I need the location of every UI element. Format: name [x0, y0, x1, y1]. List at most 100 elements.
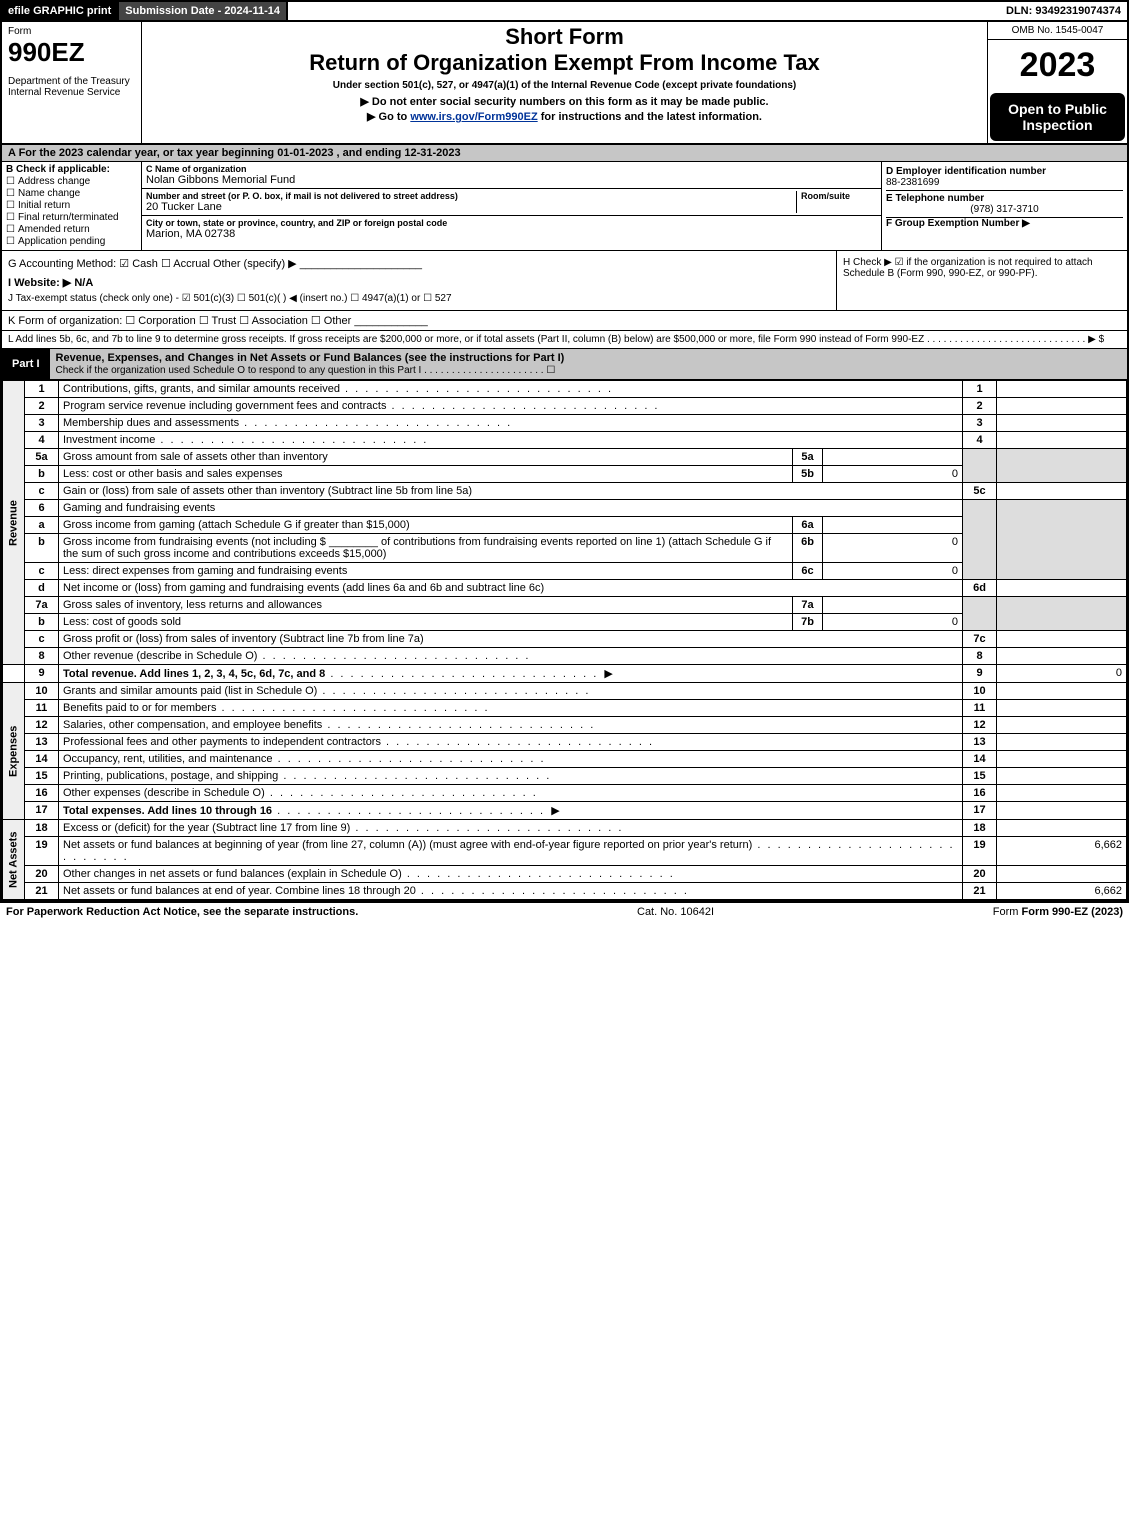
line-13: 13Professional fees and other payments t…	[3, 734, 1127, 751]
line-21: 21Net assets or fund balances at end of …	[3, 883, 1127, 900]
group-exemption-label: F Group Exemption Number ▶	[886, 218, 1030, 229]
submission-date: Submission Date - 2024-11-14	[119, 2, 288, 20]
department-label: Department of the Treasury Internal Reve…	[8, 76, 135, 98]
part-i-header: Part I Revenue, Expenses, and Changes in…	[0, 349, 1129, 380]
chk-amended-return[interactable]: Amended return	[6, 224, 137, 235]
city-value: Marion, MA 02738	[146, 228, 877, 240]
omb-number: OMB No. 1545-0047	[988, 22, 1127, 40]
line-5a: 5aGross amount from sale of assets other…	[3, 449, 1127, 466]
line-7c: cGross profit or (loss) from sales of in…	[3, 631, 1127, 648]
line-6d: dNet income or (loss) from gaming and fu…	[3, 580, 1127, 597]
tel-value: (978) 317-3710	[886, 204, 1123, 215]
url-pre: ▶ Go to	[367, 111, 410, 123]
under-section-text: Under section 501(c), 527, or 4947(a)(1)…	[150, 80, 979, 91]
line-8: 8Other revenue (describe in Schedule O)8	[3, 648, 1127, 665]
header-left: Form 990EZ Department of the Treasury In…	[2, 22, 142, 143]
line-12: 12Salaries, other compensation, and empl…	[3, 717, 1127, 734]
i-website: I Website: ▶ N/A	[8, 277, 93, 289]
line-19: 19Net assets or fund balances at beginni…	[3, 837, 1127, 866]
chk-name-change[interactable]: Name change	[6, 188, 137, 199]
line-6a: aGross income from gaming (attach Schedu…	[3, 517, 1127, 534]
ein-value: 88-2381699	[886, 177, 1123, 188]
k-form-of-org: K Form of organization: ☐ Corporation ☐ …	[0, 311, 1129, 331]
part-i-title: Revenue, Expenses, and Changes in Net As…	[50, 349, 1127, 379]
ein-block: D Employer identification number 88-2381…	[886, 164, 1123, 191]
footer-mid: Cat. No. 10642I	[637, 906, 714, 918]
top-bar: efile GRAPHIC print Submission Date - 20…	[0, 0, 1129, 22]
line-16: 16Other expenses (describe in Schedule O…	[3, 785, 1127, 802]
line-6c: cLess: direct expenses from gaming and f…	[3, 563, 1127, 580]
line-14: 14Occupancy, rent, utilities, and mainte…	[3, 751, 1127, 768]
line-7a: 7aGross sales of inventory, less returns…	[3, 597, 1127, 614]
line-1: Revenue 1Contributions, gifts, grants, a…	[3, 381, 1127, 398]
footer-right: Form Form 990-EZ (2023)	[993, 906, 1123, 918]
line-15: 15Printing, publications, postage, and s…	[3, 768, 1127, 785]
chk-application-pending[interactable]: Application pending	[6, 236, 137, 247]
bcd-row: B Check if applicable: Address change Na…	[0, 162, 1129, 251]
b-label: B Check if applicable:	[6, 164, 110, 175]
header-right: OMB No. 1545-0047 2023 Open to Public In…	[987, 22, 1127, 143]
url-note: ▶ Go to www.irs.gov/Form990EZ for instru…	[150, 110, 979, 123]
line-17: 17Total expenses. Add lines 10 through 1…	[3, 802, 1127, 820]
part-i-checknote: Check if the organization used Schedule …	[56, 365, 556, 376]
tax-year: 2023	[988, 40, 1127, 91]
page-footer: For Paperwork Reduction Act Notice, see …	[0, 902, 1129, 921]
col-c-organization: C Name of organization Nolan Gibbons Mem…	[142, 162, 882, 250]
chk-final-return[interactable]: Final return/terminated	[6, 212, 137, 223]
col-d-identifiers: D Employer identification number 88-2381…	[882, 162, 1127, 250]
org-name-label: C Name of organization	[146, 164, 877, 174]
room-label: Room/suite	[801, 191, 877, 201]
tel-label: E Telephone number	[886, 193, 1123, 204]
tel-block: E Telephone number (978) 317-3710	[886, 191, 1123, 218]
header-middle: Short Form Return of Organization Exempt…	[142, 22, 987, 143]
line-10: Expenses 10Grants and similar amounts pa…	[3, 683, 1127, 700]
dln-number: DLN: 93492319074374	[1000, 2, 1127, 20]
line-11: 11Benefits paid to or for members11	[3, 700, 1127, 717]
row-a-calendar-year: A For the 2023 calendar year, or tax yea…	[0, 145, 1129, 162]
street-label: Number and street (or P. O. box, if mail…	[146, 191, 792, 201]
line-7b: bLess: cost of goods sold7b0	[3, 614, 1127, 631]
form-number: 990EZ	[8, 37, 42, 68]
form-label: Form	[8, 26, 135, 37]
j-tax-exempt: J Tax-exempt status (check only one) - ☑…	[8, 293, 830, 304]
lines-table: Revenue 1Contributions, gifts, grants, a…	[2, 380, 1127, 900]
return-title: Return of Organization Exempt From Incom…	[150, 50, 979, 76]
line-6: 6Gaming and fundraising events	[3, 500, 1127, 517]
chk-initial-return[interactable]: Initial return	[6, 200, 137, 211]
part-i-label: Part I	[2, 355, 50, 373]
l-gross-receipts: L Add lines 5b, 6c, and 7b to line 9 to …	[0, 331, 1129, 349]
ssn-note: ▶ Do not enter social security numbers o…	[150, 95, 979, 108]
col-b-checkboxes: B Check if applicable: Address change Na…	[2, 162, 142, 250]
short-form-title: Short Form	[150, 24, 979, 50]
netassets-section-label: Net Assets	[3, 820, 25, 900]
ein-label: D Employer identification number	[886, 166, 1123, 177]
line-20: 20Other changes in net assets or fund ba…	[3, 866, 1127, 883]
lines-container: Revenue 1Contributions, gifts, grants, a…	[0, 380, 1129, 902]
efile-print-label[interactable]: efile GRAPHIC print	[2, 2, 119, 20]
line-2: 2Program service revenue including gover…	[3, 398, 1127, 415]
line-6b: bGross income from fundraising events (n…	[3, 534, 1127, 563]
expenses-section-label: Expenses	[3, 683, 25, 820]
line-18: Net Assets 18Excess or (deficit) for the…	[3, 820, 1127, 837]
line-5b: bLess: cost or other basis and sales exp…	[3, 466, 1127, 483]
g-accounting-method: G Accounting Method: ☑ Cash ☐ Accrual Ot…	[8, 257, 830, 270]
line-9: 9Total revenue. Add lines 1, 2, 3, 4, 5c…	[3, 665, 1127, 683]
footer-left: For Paperwork Reduction Act Notice, see …	[6, 906, 358, 918]
line-4: 4Investment income4	[3, 432, 1127, 449]
open-to-public-badge: Open to Public Inspection	[990, 93, 1125, 141]
gh-row: G Accounting Method: ☑ Cash ☐ Accrual Ot…	[0, 251, 1129, 311]
line-3: 3Membership dues and assessments3	[3, 415, 1127, 432]
city-block: City or town, state or province, country…	[142, 216, 881, 242]
street-value: 20 Tucker Lane	[146, 201, 792, 213]
chk-address-change[interactable]: Address change	[6, 176, 137, 187]
group-exemption-block: F Group Exemption Number ▶	[886, 218, 1123, 229]
org-name-block: C Name of organization Nolan Gibbons Mem…	[142, 162, 881, 189]
org-name-value: Nolan Gibbons Memorial Fund	[146, 174, 877, 186]
irs-link[interactable]: www.irs.gov/Form990EZ	[410, 111, 537, 123]
revenue-section-label: Revenue	[3, 381, 25, 665]
h-schedule-b: H Check ▶ ☑ if the organization is not r…	[837, 251, 1127, 310]
street-block: Number and street (or P. O. box, if mail…	[142, 189, 881, 216]
url-post: for instructions and the latest informat…	[541, 111, 762, 123]
city-label: City or town, state or province, country…	[146, 218, 877, 228]
line-5c: cGain or (loss) from sale of assets othe…	[3, 483, 1127, 500]
